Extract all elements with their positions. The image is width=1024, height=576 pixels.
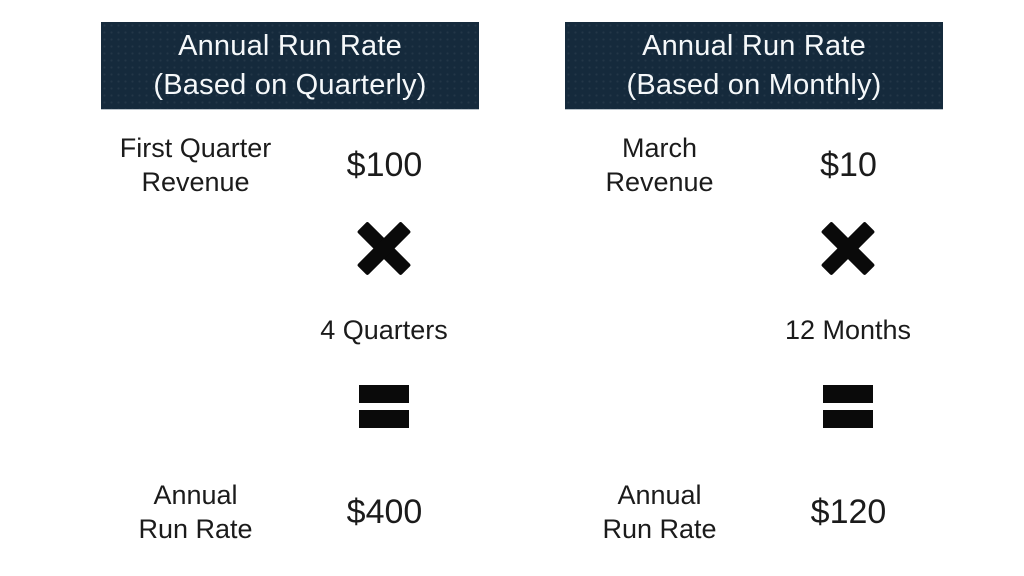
quarterly-input-label: First Quarter Revenue xyxy=(101,129,290,201)
monthly-input-value: $10 xyxy=(820,145,877,184)
monthly-result-value: $120 xyxy=(810,492,887,531)
quarterly-header-line2: (Based on Quarterly) xyxy=(153,68,427,101)
quarterly-result-row: Annual Run Rate $400 xyxy=(101,476,479,548)
quarterly-multiplier-label: 4 Quarters xyxy=(320,315,448,345)
quarterly-input-value: $100 xyxy=(346,145,423,184)
quarterly-input-row: First Quarter Revenue $100 xyxy=(101,129,479,201)
quarterly-result-label-line1: Annual xyxy=(153,480,238,510)
quarterly-header: Annual Run Rate (Based on Quarterly) xyxy=(101,22,479,110)
quarterly-input-label-line2: Revenue xyxy=(141,167,250,197)
monthly-header-line2: (Based on Monthly) xyxy=(626,68,882,101)
monthly-multiplier-label: 12 Months xyxy=(784,315,912,345)
monthly-input-label-line2: Revenue xyxy=(605,167,714,197)
column-quarterly: Annual Run Rate (Based on Quarterly) Fir… xyxy=(101,0,479,576)
column-monthly: Annual Run Rate (Based on Monthly) March… xyxy=(565,0,943,576)
quarterly-result-label-line2: Run Rate xyxy=(138,514,253,544)
monthly-header-line1: Annual Run Rate xyxy=(642,29,866,62)
monthly-result-label-line1: Annual xyxy=(617,480,702,510)
quarterly-header-line1: Annual Run Rate xyxy=(178,29,402,62)
quarterly-result-value: $400 xyxy=(346,492,423,531)
monthly-input-label-line1: March xyxy=(621,133,697,163)
monthly-input-row: March Revenue $10 xyxy=(565,129,943,201)
monthly-result-label-line2: Run Rate xyxy=(602,514,717,544)
quarterly-input-label-line1: First Quarter xyxy=(119,133,272,163)
equals-icon xyxy=(823,385,873,428)
multiply-icon xyxy=(820,221,876,276)
monthly-header: Annual Run Rate (Based on Monthly) xyxy=(565,22,943,110)
monthly-input-label: March Revenue xyxy=(565,129,754,201)
monthly-result-label: Annual Run Rate xyxy=(565,476,754,548)
multiply-icon xyxy=(356,221,412,276)
equals-icon xyxy=(359,385,409,428)
monthly-result-row: Annual Run Rate $120 xyxy=(565,476,943,548)
quarterly-result-label: Annual Run Rate xyxy=(101,476,290,548)
